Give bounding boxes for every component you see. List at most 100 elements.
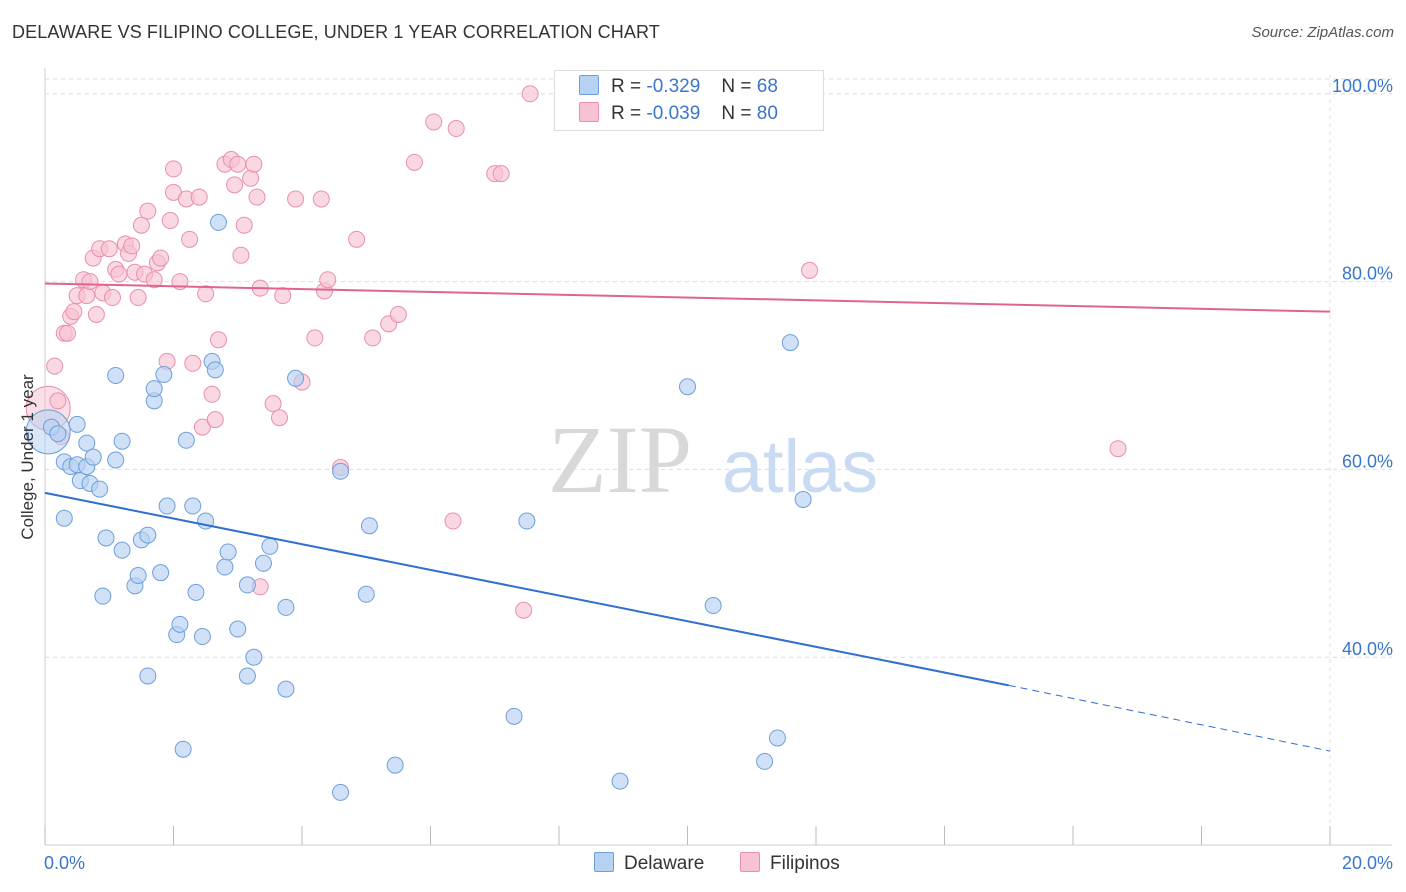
data-point xyxy=(306,329,324,347)
y-tick-label: 60.0% xyxy=(1342,451,1393,471)
data-point xyxy=(203,385,221,403)
data-point xyxy=(190,188,208,206)
data-point xyxy=(110,265,128,283)
data-point xyxy=(386,756,404,774)
y-tick-label: 100.0% xyxy=(1332,76,1393,96)
data-point xyxy=(261,537,279,555)
grid-layer xyxy=(45,75,1392,845)
data-point xyxy=(132,216,150,234)
filipinos-swatch xyxy=(579,102,599,122)
n-label: N = xyxy=(721,76,752,97)
data-point xyxy=(801,261,819,279)
data-point xyxy=(444,512,462,530)
data-point xyxy=(332,783,350,801)
data-point xyxy=(177,431,195,449)
data-point xyxy=(229,155,247,173)
data-point xyxy=(152,249,170,267)
watermark-zip: ZIP xyxy=(548,406,692,513)
y-tick-label: 40.0% xyxy=(1342,639,1393,659)
data-point xyxy=(492,165,510,183)
chart-source: Source: ZipAtlas.com xyxy=(1251,24,1394,41)
data-point xyxy=(100,240,118,258)
data-point xyxy=(264,395,282,413)
data-point xyxy=(84,448,102,466)
data-point xyxy=(78,434,96,452)
data-point xyxy=(277,598,295,616)
legend-row-delaware: R = -0.329 N = 68 xyxy=(579,75,778,99)
data-point xyxy=(145,271,163,289)
data-point xyxy=(113,432,131,450)
data-point xyxy=(103,289,121,307)
data-point xyxy=(49,392,67,410)
data-point xyxy=(704,597,722,615)
bottom-legend-filipinos-label: Filipinos xyxy=(770,853,840,874)
data-point xyxy=(679,378,696,396)
data-point xyxy=(447,120,465,138)
data-point xyxy=(768,729,786,747)
tick-label-layer: 40.0% 60.0% 80.0% 100.0% 0.0% 20.0% xyxy=(44,76,1393,873)
data-point xyxy=(187,583,205,601)
data-point xyxy=(360,517,378,535)
data-point xyxy=(332,462,350,480)
data-point xyxy=(158,497,176,515)
data-point xyxy=(171,615,189,633)
delaware-swatch xyxy=(579,75,599,95)
data-point xyxy=(206,361,224,379)
data-point xyxy=(794,490,812,508)
data-point xyxy=(107,366,125,384)
data-point xyxy=(226,176,244,194)
data-point xyxy=(68,415,86,433)
legend-row-filipinos: R = -0.039 N = 80 xyxy=(579,102,778,126)
data-point xyxy=(348,230,366,248)
data-point xyxy=(219,543,237,561)
data-point xyxy=(235,216,253,234)
trend-layer xyxy=(44,282,1331,752)
data-point xyxy=(165,160,182,178)
data-point xyxy=(181,230,199,248)
data-point xyxy=(245,648,263,666)
data-point xyxy=(216,558,234,576)
data-point xyxy=(242,169,260,187)
data-point xyxy=(94,587,112,605)
data-point xyxy=(91,480,109,498)
data-point xyxy=(184,354,202,372)
data-point xyxy=(271,409,289,427)
delaware-points xyxy=(25,213,812,801)
data-point xyxy=(425,113,443,131)
bottom-legend-delaware[interactable]: Delaware xyxy=(594,852,704,875)
filipinos-swatch xyxy=(740,852,760,872)
r-label: R = xyxy=(611,103,642,124)
data-point xyxy=(193,628,211,646)
data-point xyxy=(611,772,629,790)
data-point xyxy=(46,357,64,375)
data-point xyxy=(123,237,141,255)
n-label: N = xyxy=(721,103,752,124)
chart-title: DELAWARE VS FILIPINO COLLEGE, UNDER 1 YE… xyxy=(12,22,660,42)
data-point xyxy=(78,287,96,305)
data-point xyxy=(389,305,407,323)
data-point xyxy=(287,369,305,387)
data-point xyxy=(113,541,131,559)
bottom-legend-filipinos[interactable]: Filipinos xyxy=(740,852,840,875)
data-point xyxy=(139,667,157,685)
data-point xyxy=(65,303,83,321)
data-point xyxy=(364,329,382,347)
data-point xyxy=(1109,440,1127,458)
r-label: R = xyxy=(611,76,642,97)
filipinos-trend-line xyxy=(44,282,1331,313)
data-point xyxy=(49,425,67,443)
data-point xyxy=(515,601,533,619)
data-point xyxy=(405,153,423,171)
r-value-delaware: -0.329 xyxy=(646,76,701,97)
delaware-swatch xyxy=(594,852,614,872)
data-point xyxy=(206,411,224,429)
data-point xyxy=(521,85,539,103)
data-point xyxy=(505,707,523,725)
y-axis-label: College, Under 1 year xyxy=(18,374,37,540)
data-point xyxy=(238,667,256,685)
data-point xyxy=(139,202,157,220)
data-point xyxy=(238,576,256,594)
data-point xyxy=(129,289,147,307)
data-point xyxy=(245,155,263,173)
